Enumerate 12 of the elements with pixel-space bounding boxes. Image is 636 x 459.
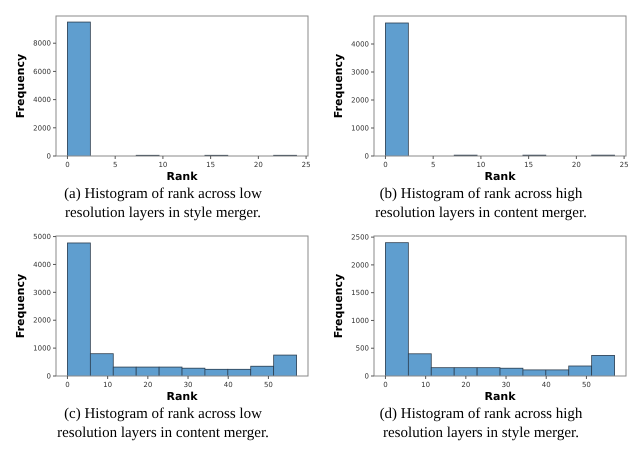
text: (d) Histogram of rank across high resolution layers in style merger. <box>380 406 583 441</box>
text: (c) Histogram of rank across low resolution layers in content merger. <box>57 406 269 441</box>
x-axis-title: Rank <box>484 390 516 403</box>
y-axis-title: Frequency <box>14 274 27 338</box>
x-axis-title: Rank <box>166 390 198 403</box>
text: (b) Histogram of rank across high resolution layers in content merger. <box>375 186 587 221</box>
x-axis-title: Rank <box>166 170 198 183</box>
y-axis-title: Frequency <box>332 274 345 338</box>
x-axis-title: Rank <box>484 170 516 183</box>
text: (a) Histogram of rank across low resolution layers in style merger. <box>64 186 262 221</box>
y-axis-title: Frequency <box>332 54 345 118</box>
y-axis-title: Frequency <box>14 54 27 118</box>
